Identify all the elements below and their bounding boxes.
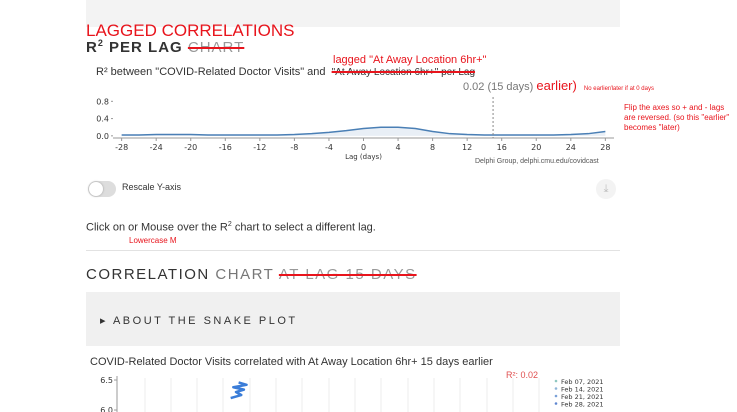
title-struck: AT LAG 15 DAYS [278,266,417,283]
r2-label: R²: 0.02 [506,370,539,380]
legend-dot [554,379,558,383]
x-tick-label: -4 [325,143,333,152]
x-tick-label: -24 [150,143,163,152]
x-tick-label: 0 [361,143,366,152]
y-tick-label: 0.4 [96,115,109,124]
x-tick-label: 4 [396,143,401,152]
toggle-label: Rescale Y-axis [122,182,182,192]
annotation-note: lagged "At Away Location 6hr+" [333,54,487,66]
x-tick-label: 16 [497,143,507,152]
hint-start: Click on or Mouse over the R [86,221,228,234]
about-label: ▸ ABOUT THE SNAKE PLOT [100,315,298,327]
annotation-earlier: earlier) [536,78,577,93]
legend-dot [554,394,558,398]
y-tick-label: 6.5 [100,376,113,385]
y-tick-label: 0.0 [96,132,109,141]
desc-start: R² between "COVID-Related Doctor Visits"… [96,66,326,78]
x-tick-label: -16 [219,143,232,152]
legend-label: Feb 28, 2021 [561,401,604,409]
top-band [86,0,620,27]
x-tick-label: -12 [253,143,266,152]
y-tick-label: 6.0 [100,406,113,412]
annotation-title: LAGGED CORRELATIONS [86,21,295,40]
x-tick-label: 12 [462,143,472,152]
x-tick-label: -28 [115,143,128,152]
title-struck: CHART [187,39,245,56]
download-button[interactable]: ⤓ [596,179,616,199]
x-tick-label: 24 [566,143,576,152]
title-r: R [86,39,98,56]
credit: Delphi Group, delphi.cmu.edu/covidcast [475,158,599,165]
lag-title: R2 PER LAG CHART [86,38,244,56]
x-tick-label: 28 [600,143,610,152]
lag-description: R² between "COVID-Related Doctor Visits"… [96,66,475,78]
hint-end: chart to select a different lag. [234,221,376,234]
legend-label: Feb 07, 2021 [561,378,604,386]
toggle-knob [89,182,103,196]
title-rest: PER LAG [109,39,183,56]
snake-grid [144,378,540,412]
legend-label: Feb 21, 2021 [561,393,604,401]
line-area [121,127,606,136]
x-axis-label: Lag (days) [345,153,382,161]
legend-dot [554,387,558,390]
y-tick-label: 0.8 [96,97,109,106]
divider [86,250,620,251]
selected-label: 0.02 (15 days) [463,81,534,93]
hint-sup: 2 [227,221,232,228]
about-box[interactable]: ▸ ABOUT THE SNAKE PLOT [86,292,620,346]
x-tick-label: -8 [290,143,298,152]
annotation-flip: Flip the axes so + and - lags are revers… [624,103,730,132]
legend-label: Feb 14, 2021 [561,386,604,394]
snake-line [230,381,248,400]
selected-lag: 0.02 (15 days) earlier) No earlier/later… [463,78,654,93]
x-tick-label: 8 [430,143,435,152]
hint: Click on or Mouse over the R2 chart to s… [86,221,376,234]
title-sup: 2 [97,38,104,48]
annotation-zero: No earlier/later if at 0 days [583,86,654,92]
title-grey: CHART [215,266,275,283]
title-main: CORRELATION [86,266,210,283]
x-tick-label: 20 [531,143,541,152]
snake-title: COVID-Related Doctor Visits correlated w… [90,356,493,368]
x-tick-label: -20 [184,143,197,152]
desc-struck: "At Away Location 6hr+" per Lag [331,67,476,78]
annotation-lowercase: Lowercase M [129,236,177,245]
correlation-title: CORRELATION CHART AT LAG 15 DAYS [86,266,417,283]
legend-dot [554,402,558,405]
toggle[interactable] [88,181,116,197]
line [121,126,606,136]
